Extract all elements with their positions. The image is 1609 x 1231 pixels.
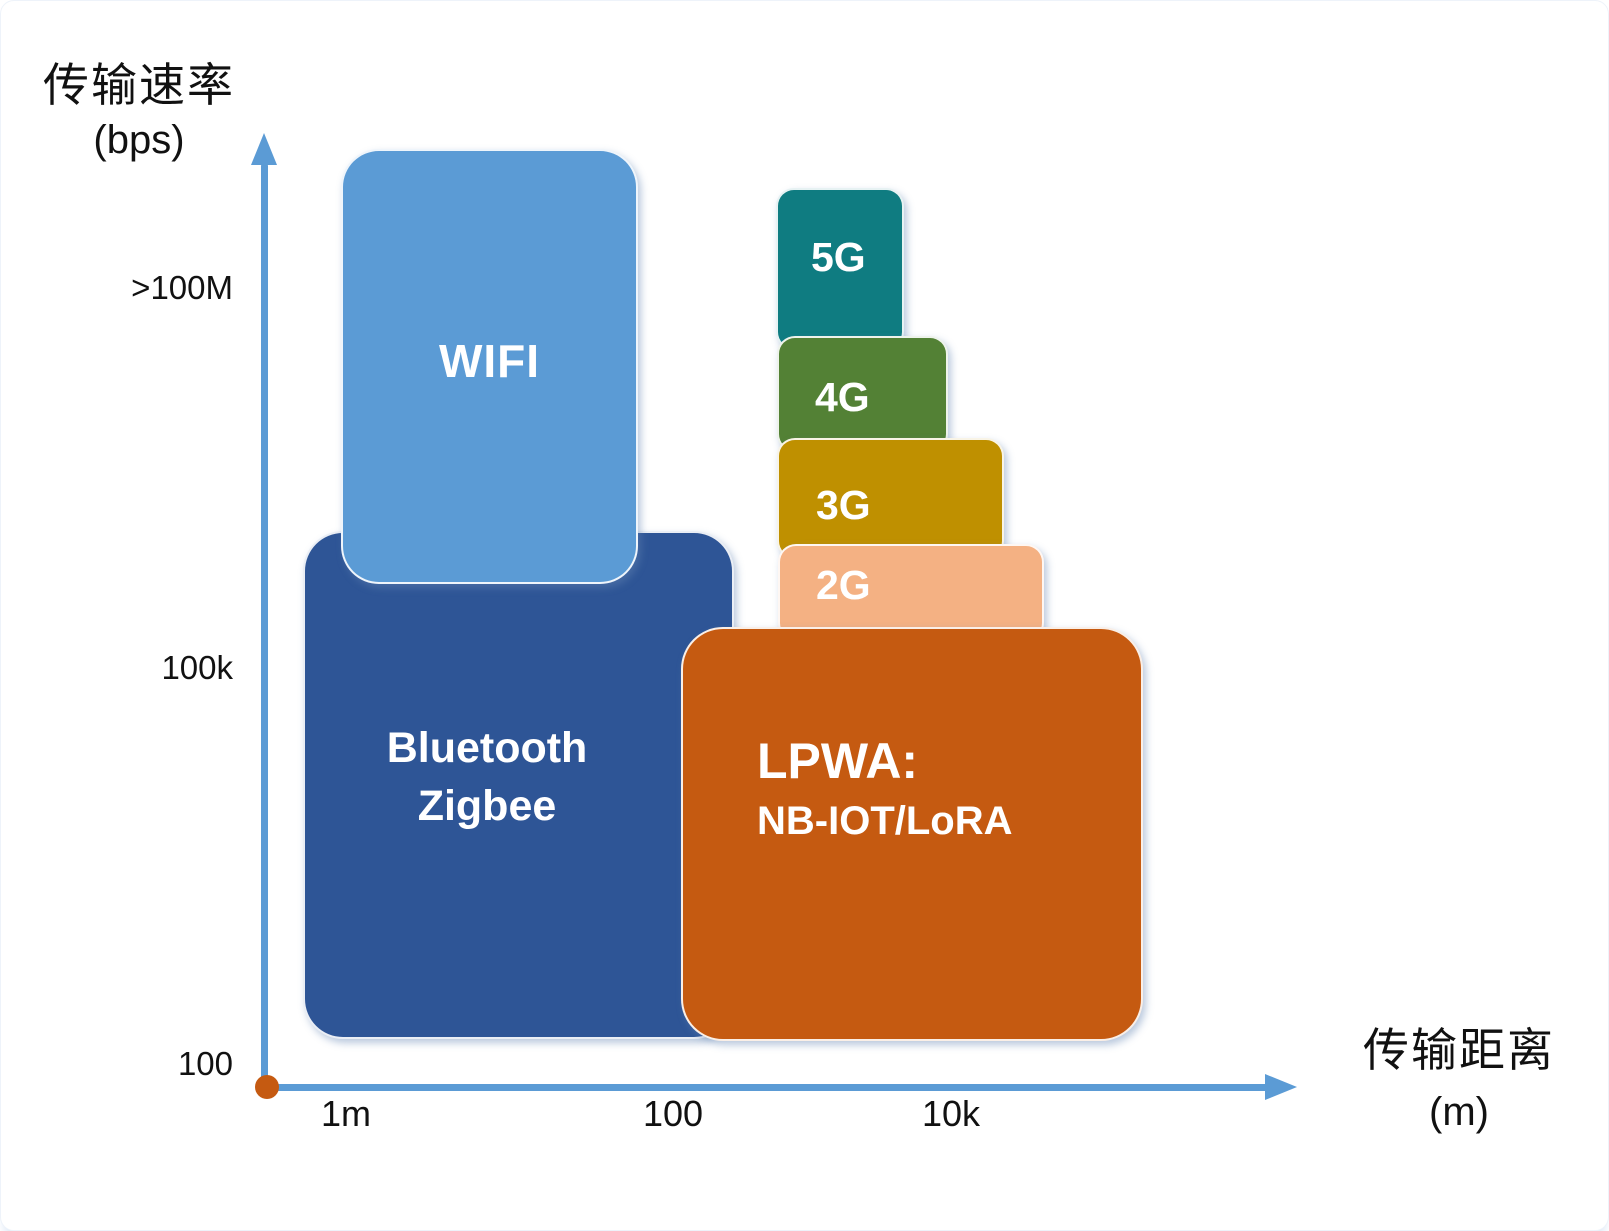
y-axis-unit: (bps) (93, 117, 185, 162)
x-axis-arrow-icon (1265, 1074, 1297, 1100)
box-5g: 5G (776, 188, 904, 350)
lpwa-subtitle: NB-IOT/LoRA (757, 799, 1013, 843)
lpwa-title: LPWA: (757, 733, 919, 789)
x-tick-10k: 10k (921, 1093, 981, 1134)
lpwa-label-block: LPWA: NB-IOT/LoRA (757, 733, 1013, 845)
x-tick-1m: 1m (320, 1093, 371, 1134)
x-axis-unit: (m) (1429, 1090, 1489, 1134)
label-2g: 2G (816, 562, 871, 608)
y-axis-arrow-icon (251, 133, 277, 165)
x-axis-line (267, 1084, 1269, 1091)
origin-dot (255, 1075, 279, 1099)
label-4g: 4G (815, 374, 870, 420)
y-tick-100: 100 (177, 1045, 233, 1082)
wifi-label: WIFI (438, 334, 541, 387)
box-wifi: WIFI (341, 149, 638, 584)
x-axis-title: 传输距离 (1363, 1024, 1555, 1076)
y-axis-title-block: 传输速率 (bps) (37, 57, 241, 165)
label-5g: 5G (811, 234, 866, 280)
y-tick-100k: 100k (161, 649, 233, 686)
box-2g: 2G (778, 544, 1044, 641)
box-lpwa: LPWA: NB-IOT/LoRA (681, 627, 1143, 1041)
bluetooth-zigbee-label-block: Bluetooth Zigbee (327, 719, 647, 835)
y-axis-line (261, 163, 268, 1087)
y-axis-title: 传输速率 (43, 59, 235, 111)
box-3g: 3G (777, 438, 1004, 559)
box-4g: 4G (777, 336, 948, 452)
bluetooth-label: Bluetooth (386, 724, 588, 772)
x-axis-title-block: 传输距离 (m) (1347, 1019, 1571, 1143)
label-3g: 3G (816, 482, 871, 528)
box-bluetooth-zigbee: Bluetooth Zigbee (303, 531, 734, 1039)
x-tick-100: 100 (642, 1093, 704, 1134)
y-tick-100m: >100M (131, 269, 233, 306)
zigbee-label: Zigbee (417, 782, 557, 830)
